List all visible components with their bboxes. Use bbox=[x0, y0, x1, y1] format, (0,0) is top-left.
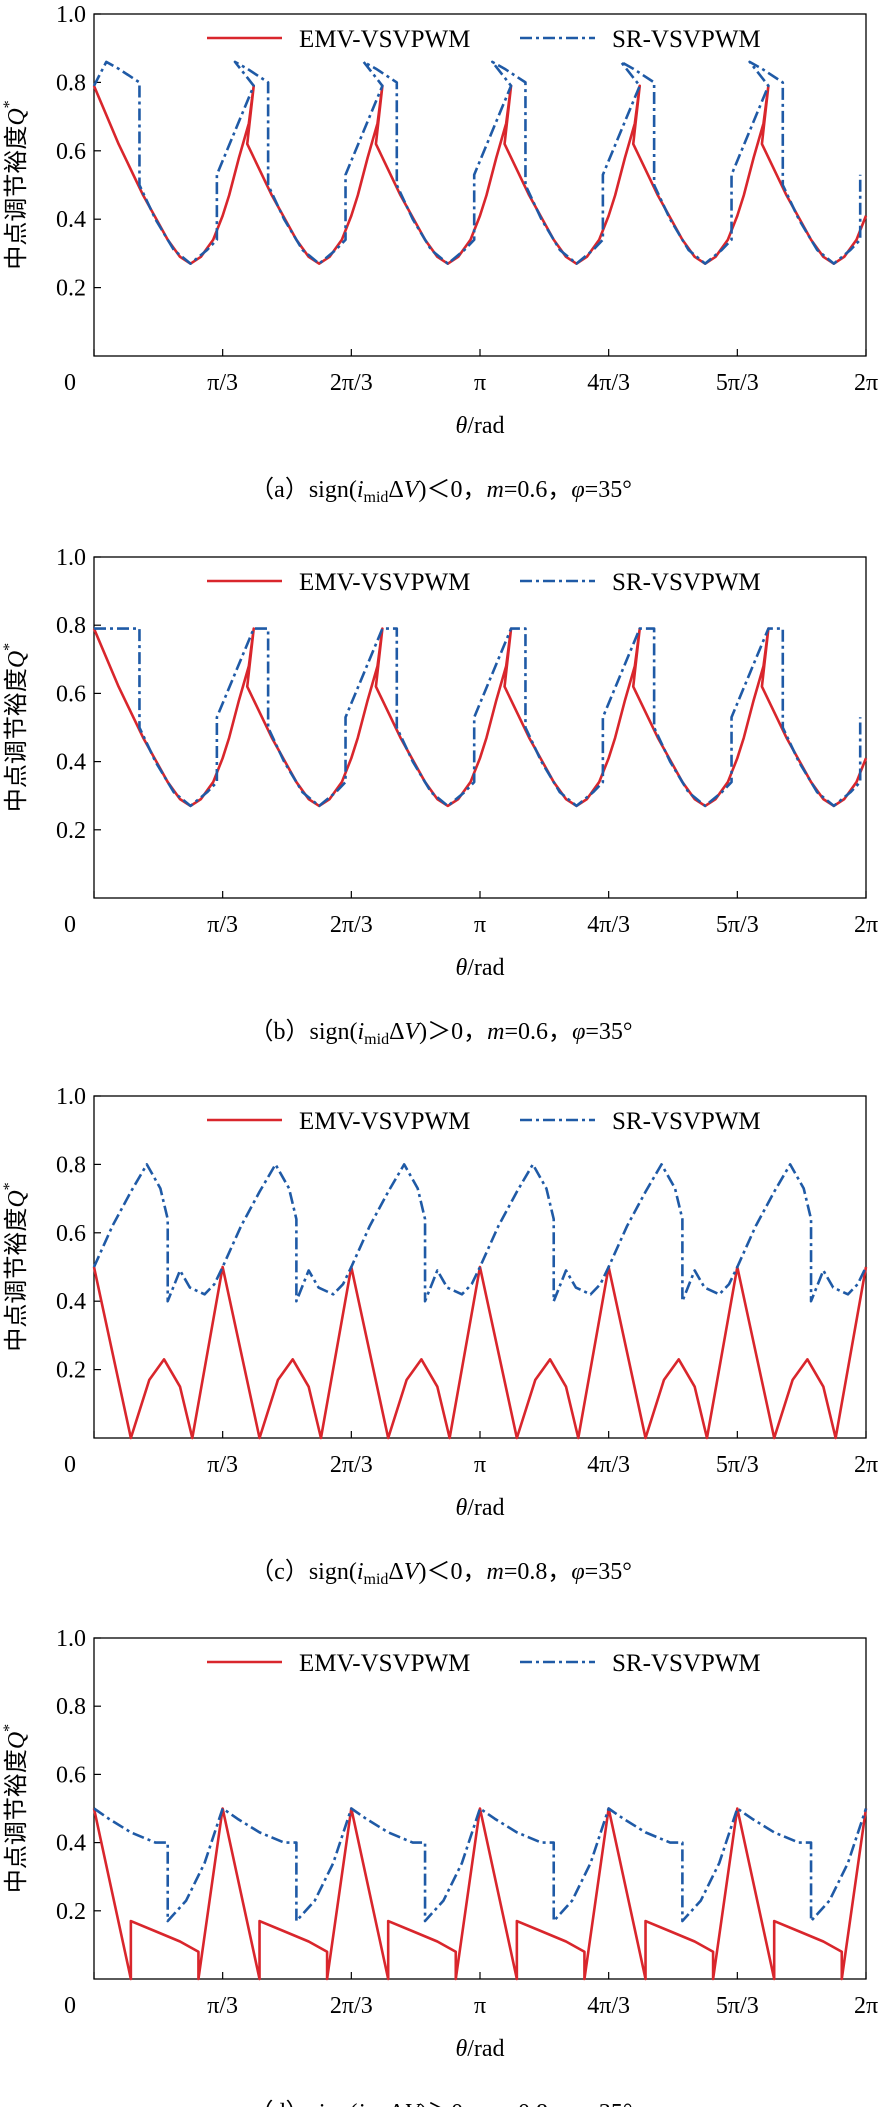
x-tick-label: 5π/3 bbox=[716, 1452, 759, 1478]
y-tick-label: 1.0 bbox=[56, 1084, 86, 1110]
y-tick-label: 1.0 bbox=[56, 1626, 86, 1652]
caption-d: （d）sign(imidΔV)＞0，m=0.8，φ=35° bbox=[250, 2100, 633, 2107]
legend-label: EMV-VSVPWM bbox=[299, 569, 470, 596]
caption-c: （c）sign(imidΔV)＜0，m=0.8，φ=35° bbox=[250, 1559, 632, 1588]
caption-a: （a）sign(imidΔV)＜0，m=0.6，φ=35° bbox=[250, 477, 632, 506]
legend-label: SR-VSVPWM bbox=[612, 569, 761, 596]
x-axis-label: θ/rad bbox=[455, 2036, 504, 2062]
y-tick-label: 0.2 bbox=[56, 1358, 86, 1384]
legend-label: SR-VSVPWM bbox=[612, 1108, 761, 1135]
legend-label: EMV-VSVPWM bbox=[299, 26, 470, 53]
series-line-sr bbox=[92, 1163, 868, 1303]
x-tick-label: 4π/3 bbox=[587, 370, 630, 396]
x-tick-label: π/3 bbox=[207, 1452, 238, 1478]
x-tick-label: 2π bbox=[854, 1993, 878, 2019]
y-tick-label: 0.8 bbox=[56, 70, 86, 96]
x-tick-label: 2π bbox=[854, 370, 878, 396]
x-tick-label: 0 bbox=[64, 1993, 76, 2019]
chart-panel-d: 0.2 0.4 0.6 0.8 1.0 0 π/3 2π/3 π 4π/3 5π/3 2π θ/rad 中… bbox=[1, 1626, 878, 2062]
legend-label: SR-VSVPWM bbox=[612, 26, 761, 53]
x-tick-label: 5π/3 bbox=[716, 1993, 759, 2019]
x-tick-label: π bbox=[474, 370, 486, 396]
y-tick-label: 0.4 bbox=[56, 1289, 86, 1315]
y-axis-label: 中点调节裕度Q* bbox=[1, 100, 30, 269]
x-tick-label: 5π/3 bbox=[716, 912, 759, 938]
y-tick-label: 1.0 bbox=[56, 2, 86, 28]
plot-frame bbox=[93, 556, 867, 899]
legend-label: SR-VSVPWM bbox=[612, 1650, 761, 1677]
chart-panel-c: 0.2 0.4 0.6 0.8 1.0 0 π/3 2π/3 π 4π/3 5π/3 2π θ/rad 中… bbox=[1, 1084, 878, 1521]
y-tick-label: 0.8 bbox=[56, 613, 86, 639]
series-line-sr bbox=[92, 60, 862, 265]
y-axis-label: 中点调节裕度Q* bbox=[1, 1724, 30, 1893]
series-line-emv bbox=[92, 1807, 868, 1981]
y-tick-label: 0.6 bbox=[56, 1762, 86, 1788]
x-tick-label: π bbox=[474, 1993, 486, 2019]
y-tick-label: 0.6 bbox=[56, 1221, 86, 1247]
chart-panel-b: 0.2 0.4 0.6 0.8 1.0 0 π/3 2π/3 π 4π/3 5π/3 2π θ/rad 中… bbox=[1, 545, 878, 981]
y-tick-label: 0.8 bbox=[56, 1152, 86, 1178]
x-tick-label: π/3 bbox=[207, 370, 238, 396]
legend-label: EMV-VSVPWM bbox=[299, 1650, 470, 1677]
x-tick-label: 4π/3 bbox=[587, 1993, 630, 2019]
y-tick-label: 0.4 bbox=[56, 207, 86, 233]
y-tick-label: 1.0 bbox=[56, 545, 86, 571]
x-tick-label: 2π bbox=[854, 1452, 878, 1478]
x-tick-label: π bbox=[474, 1452, 486, 1478]
y-tick-label: 0.2 bbox=[56, 276, 86, 302]
series-line-emv bbox=[92, 84, 868, 265]
y-tick-label: 0.6 bbox=[56, 681, 86, 707]
x-tick-label: 4π/3 bbox=[587, 1452, 630, 1478]
x-tick-label: 0 bbox=[64, 912, 76, 938]
x-tick-label: 2π/3 bbox=[330, 1452, 373, 1478]
legend: EMV-VSVPWM SR-VSVPWM bbox=[207, 1108, 761, 1135]
plot-frame bbox=[93, 13, 867, 357]
y-axis-label: 中点调节裕度Q* bbox=[1, 643, 30, 812]
y-axis-label: 中点调节裕度Q* bbox=[1, 1182, 30, 1351]
y-tick-label: 0.6 bbox=[56, 139, 86, 165]
y-tick-label: 0.4 bbox=[56, 750, 86, 776]
legend: EMV-VSVPWM SR-VSVPWM bbox=[207, 1650, 761, 1677]
y-tick-label: 0.8 bbox=[56, 1694, 86, 1720]
legend-label: EMV-VSVPWM bbox=[299, 1108, 470, 1135]
legend: EMV-VSVPWM SR-VSVPWM bbox=[207, 569, 761, 596]
series-line-emv bbox=[92, 1265, 868, 1440]
y-tick-label: 0.2 bbox=[56, 818, 86, 844]
x-tick-label: 0 bbox=[64, 1452, 76, 1478]
x-tick-label: π/3 bbox=[207, 1993, 238, 2019]
x-axis-label: θ/rad bbox=[455, 955, 504, 981]
x-tick-label: 2π/3 bbox=[330, 1993, 373, 2019]
x-tick-label: π/3 bbox=[207, 912, 238, 938]
series-line-sr bbox=[94, 627, 862, 808]
x-tick-label: 0 bbox=[64, 370, 76, 396]
x-tick-label: 5π/3 bbox=[716, 370, 759, 396]
x-tick-label: 2π/3 bbox=[330, 370, 373, 396]
x-tick-label: 4π/3 bbox=[587, 912, 630, 938]
x-tick-label: 2π/3 bbox=[330, 912, 373, 938]
series-line-emv bbox=[92, 627, 868, 808]
y-tick-label: 0.2 bbox=[56, 1899, 86, 1925]
x-axis-label: θ/rad bbox=[455, 1495, 504, 1521]
y-tick-label: 0.4 bbox=[56, 1831, 86, 1857]
x-axis-label: θ/rad bbox=[455, 413, 504, 439]
caption-b: （b）sign(imidΔV)＞0，m=0.6，φ=35° bbox=[250, 1019, 633, 1048]
x-tick-label: π bbox=[474, 912, 486, 938]
x-tick-label: 2π bbox=[854, 912, 878, 938]
chart-panel-a: 0.2 0.4 0.6 0.8 1.0 0 π/3 2π/3 π 4π/3 5π/3 2π θ/rad 中… bbox=[1, 2, 878, 439]
legend: EMV-VSVPWM SR-VSVPWM bbox=[207, 26, 761, 53]
